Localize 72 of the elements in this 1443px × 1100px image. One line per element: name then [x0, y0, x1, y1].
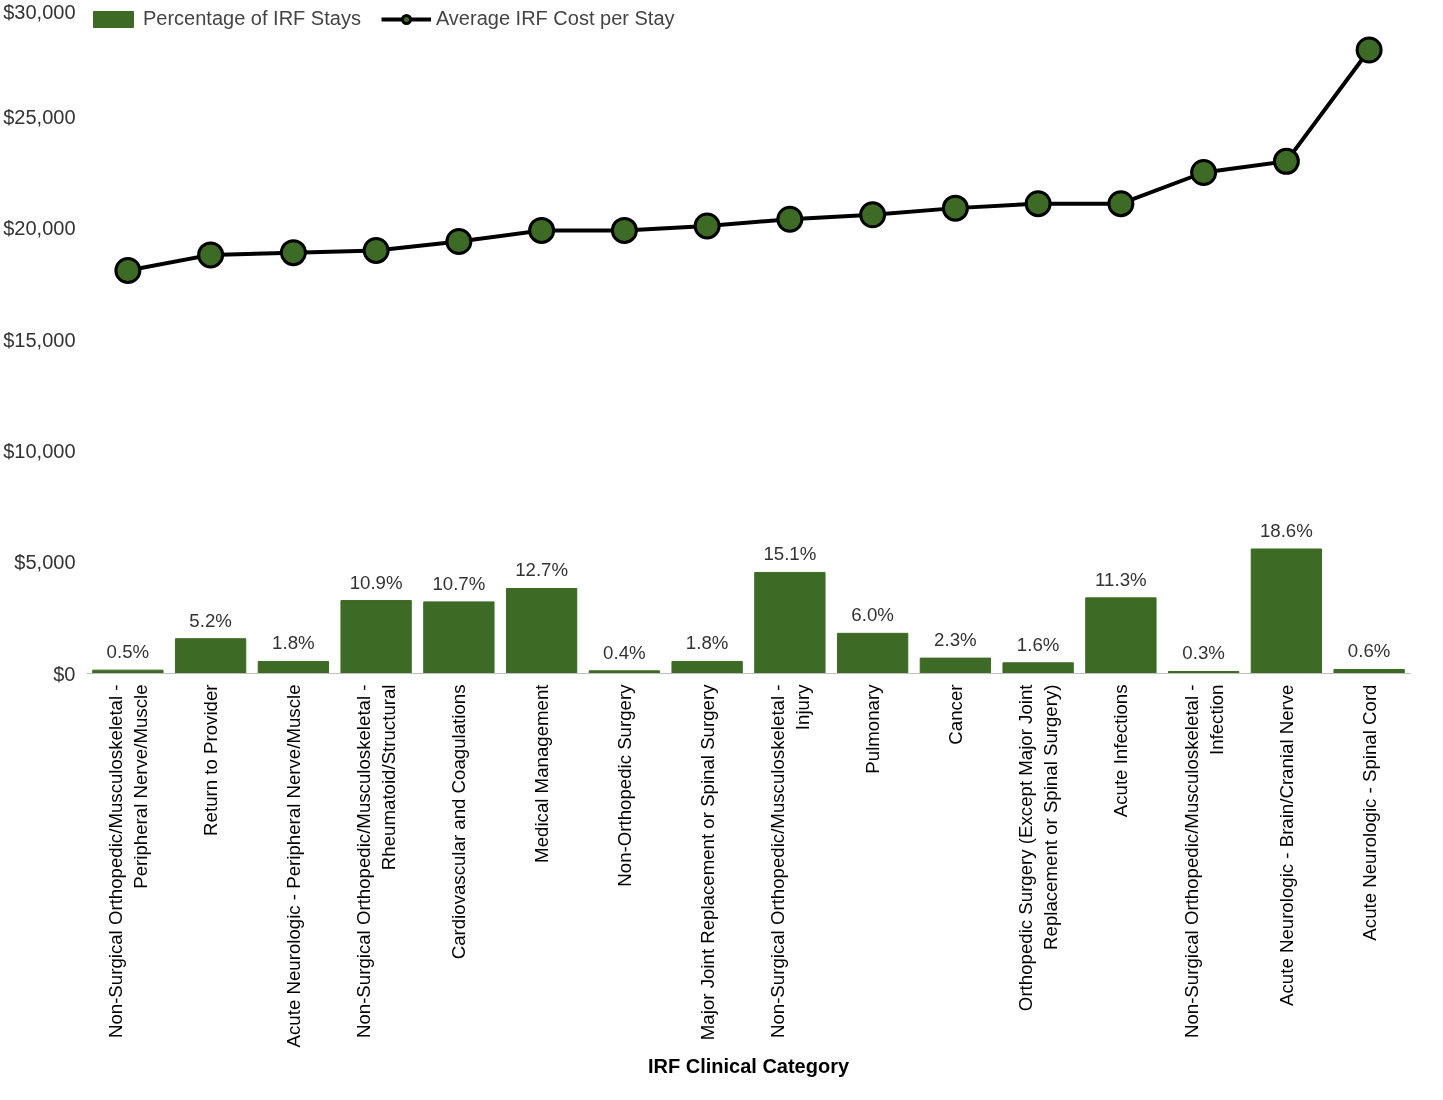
point	[693, 212, 721, 240]
x-tick-label: Cancer	[944, 684, 966, 745]
x-tick-label: Return to Provider	[200, 684, 222, 836]
bar	[754, 571, 826, 674]
bar	[1002, 662, 1074, 674]
x-tick-label: Non-Surgical Orthopedic/Musculoskeletal - Peripheral Nerve/Muscle	[104, 684, 151, 1039]
x-tick-label: Acute Neurologic - Spinal Cord	[1358, 684, 1380, 941]
data-label: 0.6%	[1347, 640, 1391, 662]
bar	[1250, 548, 1323, 674]
point	[941, 194, 969, 222]
point	[362, 236, 390, 264]
data-label: 10.9%	[349, 571, 403, 593]
x-tick-label: Major Joint Replacement or Spinal Surgery	[696, 683, 718, 1041]
bar	[836, 632, 909, 674]
point	[1107, 190, 1135, 218]
data-label: 1.8%	[685, 632, 729, 654]
data-label: 0.4%	[603, 641, 646, 663]
data-label: 0.5%	[106, 641, 150, 663]
data-label: 2.3%	[934, 629, 977, 651]
y-tick-label: $20,000	[3, 217, 76, 240]
point	[1355, 36, 1383, 64]
x-tick-label: Acute Neurologic - Brain/Cranial Nerve	[1275, 684, 1297, 1006]
x-tick-label: Acute Infections	[1110, 684, 1132, 818]
data-label: 6.0%	[851, 604, 894, 626]
x-tick-label: Medical Management	[531, 683, 553, 863]
data-label: 5.2%	[189, 609, 232, 631]
legend-label: Average IRF Cost per Stay	[435, 7, 675, 30]
bar	[1085, 597, 1157, 674]
point	[197, 241, 225, 269]
point	[859, 201, 887, 229]
data-label: 11.3%	[1095, 568, 1147, 590]
x-tick-label: Non-Surgical Orthopedic/Musculoskeletal - Infection	[1180, 684, 1227, 1039]
data-label: 10.7%	[432, 572, 486, 594]
x-tick-label: Non-Surgical Orthopedic/Musculoskeletal - Rheumatoid/Structural	[353, 684, 400, 1039]
legend-label: Percentage of IRF Stays	[143, 7, 361, 30]
point	[1190, 159, 1218, 186]
x-axis-title: IRF Clinical Category	[647, 1055, 850, 1078]
y-tick-label: $5,000	[14, 551, 76, 574]
bar	[588, 670, 661, 674]
y-tick-label: $10,000	[3, 439, 76, 462]
point	[445, 228, 473, 255]
bar	[505, 587, 578, 674]
x-tick-label: Orthopedic Surgery (Except Major Joint Replacement or Spinal Surgery)	[1015, 683, 1062, 1012]
bar	[423, 601, 495, 674]
y-tick-label: $25,000	[3, 105, 76, 128]
data-label: 1.6%	[1016, 633, 1060, 655]
bar	[671, 660, 743, 674]
data-label: 15.1%	[763, 543, 817, 565]
bar	[1333, 668, 1405, 674]
bar	[340, 600, 412, 674]
point	[776, 205, 804, 233]
data-label: 12.7%	[515, 559, 569, 581]
x-tick-label: Acute Neurologic - Peripheral Nerve/Muscle	[282, 684, 304, 1048]
x-tick-label: Non-Orthopedic Surgery	[613, 683, 635, 887]
x-tick-label: Cardiovascular and Coagulations	[448, 684, 470, 960]
point	[279, 239, 307, 267]
point	[610, 216, 638, 244]
y-tick-label: $15,000	[3, 328, 76, 351]
point	[528, 216, 556, 244]
bar	[174, 638, 247, 674]
y-tick-label: $0	[53, 662, 76, 685]
x-tick-label: Non-Surgical Orthopedic/Musculoskeletal - Injury	[766, 683, 813, 1039]
point	[114, 257, 142, 284]
x-tick-label: Pulmonary	[862, 683, 884, 774]
data-label: 0.3%	[1182, 642, 1225, 664]
bar	[919, 657, 992, 674]
point	[1024, 190, 1052, 218]
y-tick-label: $30,000	[3, 0, 76, 23]
point	[1272, 147, 1300, 175]
data-label: 1.8%	[272, 632, 315, 654]
bar	[257, 660, 330, 674]
data-label: 18.6%	[1259, 520, 1313, 541]
